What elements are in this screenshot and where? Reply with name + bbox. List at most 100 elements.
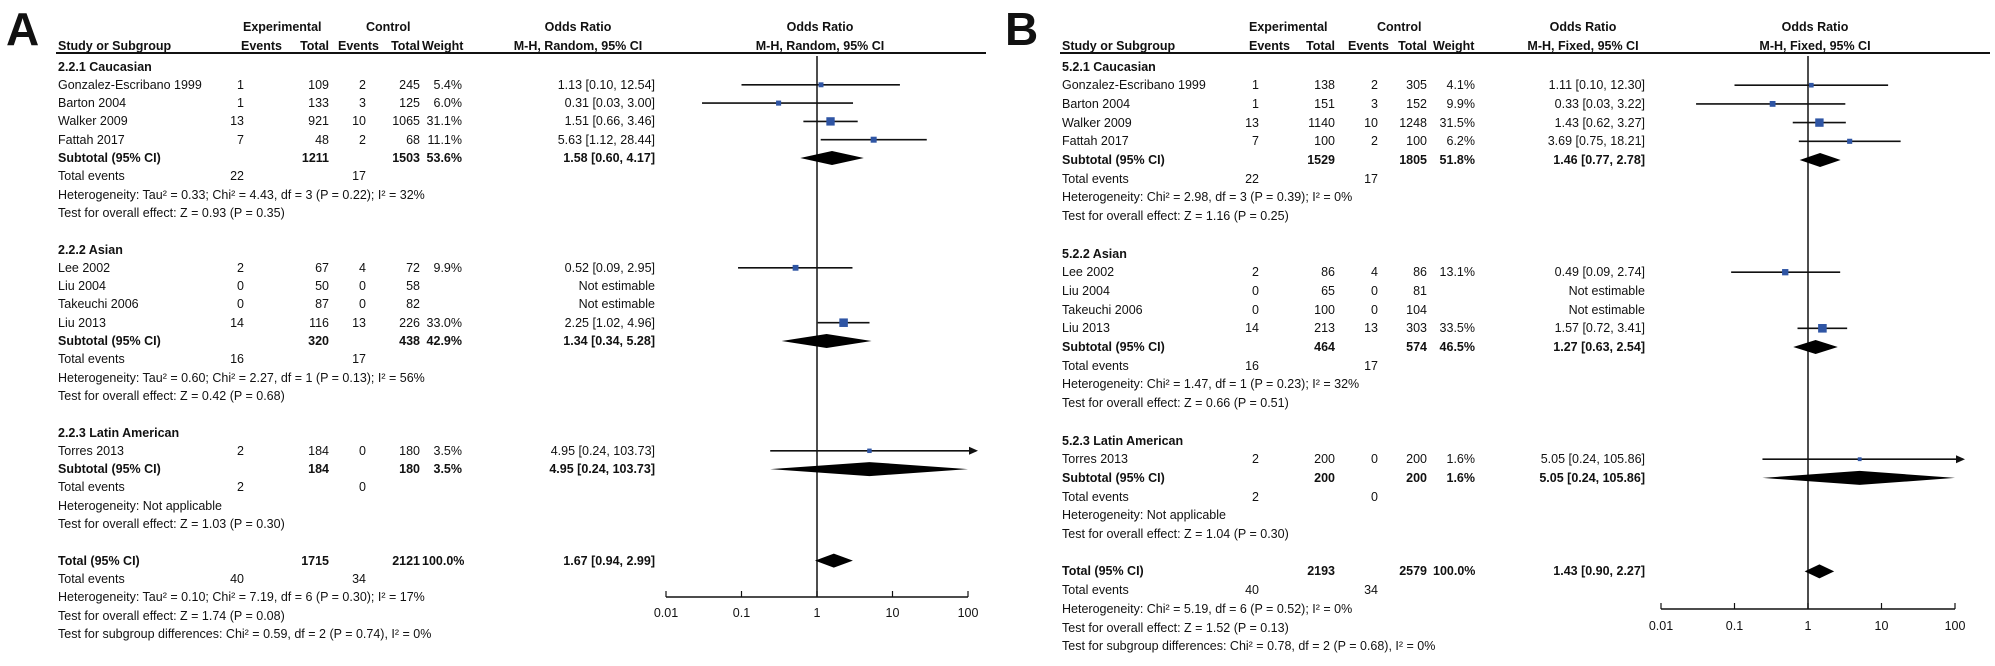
pooled-odds-ratio-ci: 4.95 [0.24, 103.73] — [549, 462, 655, 477]
total-experimental: 1715 — [301, 553, 329, 568]
header-events-ctrl: Events — [338, 39, 379, 53]
header-group-control: Control — [1377, 20, 1422, 34]
total-control: 180 — [399, 462, 420, 477]
events-experimental: 7 — [1252, 134, 1259, 149]
events-experimental: 2 — [237, 480, 244, 495]
x-axis-tick-label: 0.01 — [1649, 619, 1673, 633]
odds-ratio-ci: 0.52 [0.09, 2.95] — [564, 260, 655, 275]
odds-ratio-ci: 3.69 [0.75, 18.21] — [1547, 134, 1645, 149]
total-experimental: 464 — [1314, 340, 1335, 354]
events-experimental: 0 — [237, 297, 244, 312]
events-experimental: 2 — [237, 443, 244, 458]
odds-ratio-ci: Not estimable — [578, 279, 655, 294]
statistics-text: Heterogeneity: Tau² = 0.33; Chi² = 4.43,… — [58, 187, 425, 202]
study-point — [1769, 100, 1776, 107]
events-control: 10 — [352, 114, 366, 129]
pooled-diamond — [781, 334, 872, 348]
header-weight: Weight — [1433, 39, 1475, 53]
x-axis-tick-label: 100 — [1945, 619, 1966, 633]
total-events-label: Total events — [1062, 583, 1129, 598]
events-control: 13 — [352, 315, 366, 330]
odds-ratio-ci: 1.57 [0.72, 3.41] — [1554, 321, 1645, 336]
events-control: 0 — [359, 443, 366, 458]
study-weight: 5.4% — [433, 77, 463, 92]
odds-ratio-ci: 1.11 [0.10, 12.30] — [1548, 78, 1645, 93]
header-total-exp: Total — [300, 39, 329, 53]
total-experimental: 100 — [1314, 302, 1335, 317]
events-experimental: 40 — [1245, 583, 1259, 598]
events-control: 2 — [1371, 134, 1378, 149]
events-experimental: 13 — [230, 114, 244, 129]
total-experimental: 213 — [1314, 321, 1335, 336]
total-control: 82 — [406, 297, 420, 312]
pooled-odds-ratio-ci: 1.58 [0.60, 4.17] — [563, 151, 655, 165]
subtotal-weight: 100.0% — [1433, 564, 1476, 579]
statistics-text: Heterogeneity: Tau² = 0.60; Chi² = 2.27,… — [58, 370, 425, 385]
study-point — [839, 318, 848, 327]
study-weight: 9.9% — [433, 260, 463, 275]
total-experimental: 86 — [1321, 265, 1335, 280]
header-study: Study or Subgroup — [58, 39, 172, 53]
header-total-ctrl: Total — [391, 39, 420, 53]
events-experimental: 0 — [1252, 283, 1259, 298]
study-name: Liu 2013 — [58, 315, 106, 330]
statistics-text: Test for overall effect: Z = 0.93 (P = 0… — [58, 205, 285, 220]
study-point — [1818, 324, 1827, 333]
header-total-exp: Total — [1306, 39, 1335, 53]
study-point — [867, 448, 872, 454]
total-control: 1248 — [1399, 115, 1427, 130]
events-control: 2 — [359, 77, 366, 92]
events-control: 10 — [1364, 115, 1378, 130]
subgroup-heading: 5.2.1 Caucasian — [1062, 59, 1156, 74]
x-axis-tick-label: 0.01 — [654, 606, 678, 620]
events-control: 0 — [359, 297, 366, 312]
total-experimental: 2193 — [1307, 564, 1335, 579]
odds-ratio-ci: Not estimable — [1568, 302, 1645, 317]
subtotal-label: Subtotal (95% CI) — [1062, 153, 1165, 167]
header-or-method: M-H, Fixed, 95% CI — [1527, 39, 1639, 53]
events-control: 2 — [359, 132, 366, 147]
total-control: 81 — [1413, 283, 1427, 298]
events-experimental: 2 — [237, 260, 244, 275]
study-name: Lee 2002 — [1062, 265, 1115, 280]
x-axis-tick-label: 1 — [1805, 619, 1812, 633]
total-experimental: 67 — [315, 260, 329, 275]
study-weight: 11.1% — [427, 132, 462, 147]
x-axis-tick-label: 0.1 — [1726, 619, 1743, 633]
events-control: 0 — [1371, 452, 1378, 467]
total-experimental: 1529 — [1307, 153, 1335, 167]
total-control: 200 — [1406, 452, 1427, 467]
study-weight: 31.5% — [1439, 115, 1475, 130]
subgroup-heading: 5.2.3 Latin American — [1062, 433, 1184, 448]
total-control: 104 — [1406, 302, 1427, 317]
events-experimental: 0 — [1252, 302, 1259, 317]
study-name: Takeuchi 2006 — [58, 297, 139, 312]
x-axis-tick-label: 10 — [886, 606, 900, 620]
statistics-text: Heterogeneity: Not applicable — [58, 498, 222, 513]
subgroup-heading: 5.2.2 Asian — [1062, 246, 1127, 261]
total-events-label: Total events — [1062, 358, 1129, 373]
subgroup-heading: 2.2.1 Caucasian — [58, 59, 152, 74]
study-name: Fattah 2017 — [1062, 134, 1129, 149]
total-control: 125 — [399, 96, 420, 111]
study-name: Gonzalez-Escribano 1999 — [1062, 78, 1206, 93]
statistics-text: Test for overall effect: Z = 1.04 (P = 0… — [1062, 527, 1289, 541]
subtotal-label: Subtotal (95% CI) — [1062, 470, 1165, 485]
total-control: 303 — [1406, 321, 1427, 336]
events-control: 2 — [1371, 78, 1378, 93]
statistics-text: Test for overall effect: Z = 1.03 (P = 0… — [58, 517, 285, 531]
total-control: 574 — [1406, 340, 1427, 354]
total-experimental: 133 — [308, 96, 329, 111]
total-experimental: 48 — [315, 132, 329, 147]
x-axis-tick-label: 10 — [1875, 619, 1889, 633]
total-experimental: 184 — [308, 443, 329, 458]
subgroup-heading: 2.2.3 Latin American — [58, 425, 180, 440]
statistics-text: Test for subgroup differences: Chi² = 0.… — [58, 626, 432, 641]
odds-ratio-ci: 4.95 [0.24, 103.73] — [550, 443, 655, 458]
study-weight: 31.1% — [426, 114, 462, 129]
header-events-exp: Events — [1249, 39, 1290, 53]
study-point — [826, 117, 835, 126]
pooled-diamond — [1793, 340, 1838, 354]
x-axis-tick-label: 1 — [814, 606, 821, 620]
subtotal-weight: 51.8% — [1439, 153, 1475, 167]
